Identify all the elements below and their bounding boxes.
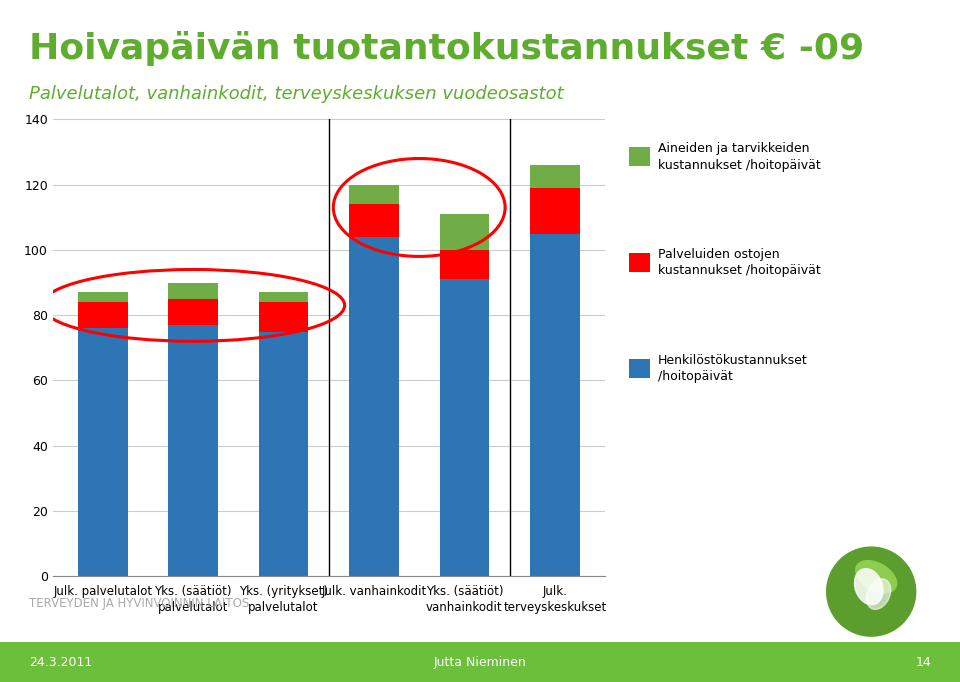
Text: TERVEYDEN JA HYVINVOINNIN LAITOS: TERVEYDEN JA HYVINVOINNIN LAITOS <box>29 597 249 610</box>
Bar <box>168 282 218 299</box>
Bar <box>78 293 128 302</box>
Bar <box>440 214 490 250</box>
Bar <box>349 204 398 237</box>
Bar <box>530 233 580 576</box>
Bar <box>78 328 128 576</box>
Text: Palvelutalot, vanhainkodit, terveyskeskuksen vuodeosastot: Palvelutalot, vanhainkodit, terveyskesku… <box>29 85 564 103</box>
Bar <box>78 302 128 328</box>
Bar <box>168 299 218 325</box>
Text: Jutta Nieminen: Jutta Nieminen <box>434 655 526 669</box>
Bar <box>168 325 218 576</box>
Bar <box>349 237 398 576</box>
Text: Henkilöstökustannukset
/hoitopäivät: Henkilöstökustannukset /hoitopäivät <box>658 353 807 383</box>
Text: 14: 14 <box>916 655 931 669</box>
Circle shape <box>827 547 916 636</box>
Ellipse shape <box>867 579 891 610</box>
Bar <box>259 293 308 302</box>
Text: Aineiden ja tarvikkeiden
kustannukset /hoitopäivät: Aineiden ja tarvikkeiden kustannukset /h… <box>658 142 821 172</box>
Ellipse shape <box>854 569 883 605</box>
Bar <box>259 302 308 331</box>
Bar <box>530 188 580 233</box>
Bar <box>349 185 398 204</box>
Bar <box>259 331 308 576</box>
Text: Palveluiden ostojen
kustannukset /hoitopäivät: Palveluiden ostojen kustannukset /hoitop… <box>658 248 821 278</box>
Ellipse shape <box>855 561 897 593</box>
Bar <box>440 279 490 576</box>
Text: Hoivapäivän tuotantokustannukset € -09: Hoivapäivän tuotantokustannukset € -09 <box>29 31 864 65</box>
Bar <box>530 165 580 188</box>
Text: 24.3.2011: 24.3.2011 <box>29 655 92 669</box>
Bar <box>440 250 490 279</box>
